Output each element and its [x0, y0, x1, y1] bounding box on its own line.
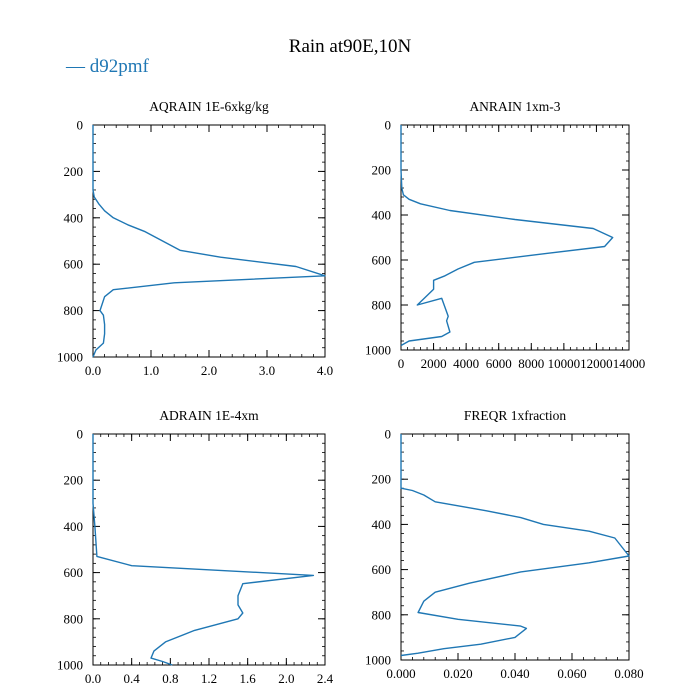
x-tick-label: 1.2: [201, 671, 217, 686]
plot-frame: [400, 124, 630, 351]
series-line: [400, 434, 630, 657]
x-tick-label: 1.6: [240, 671, 257, 686]
x-tick-label: 8000: [518, 356, 544, 371]
panel-title: ANRAIN 1xm-3: [469, 99, 560, 114]
x-tick-label: 1.0: [143, 363, 159, 378]
x-tick-label: 10000: [548, 356, 581, 371]
x-tick-label: 0.0: [85, 363, 101, 378]
legend-label: d92pmf: [89, 56, 149, 77]
y-tick-label: 400: [372, 208, 392, 223]
y-tick-label: 0: [77, 427, 84, 442]
x-tick-label: 0: [398, 356, 405, 371]
x-tick-label: 4000: [453, 356, 479, 371]
x-tick-label: 0.4: [124, 671, 141, 686]
figure-title: Rain at90E,10N: [288, 36, 412, 57]
y-tick-label: 800: [372, 298, 392, 313]
plot-frame: [92, 124, 326, 358]
y-tick-label: 400: [372, 517, 392, 532]
x-tick-label: 0.8: [162, 671, 178, 686]
legend: — d92pmf: [66, 56, 149, 78]
y-tick-label: 200: [372, 472, 392, 487]
panel-title: AQRAIN 1E-6xkg/kg: [149, 99, 269, 114]
x-tick-label: 12000: [580, 356, 613, 371]
y-tick-label: 1000: [57, 658, 83, 673]
y-tick-label: 600: [64, 565, 84, 580]
panel-2: 0 2000 4000 6000 8000 10000 12000 14000 0 200 400 6…: [365, 99, 645, 371]
y-tick-label: 200: [372, 163, 392, 178]
panel-3: 0.0 0.4 0.8 1.2 1.6 2.0 2.4 0 200 400 600 800 1000 AD…: [57, 408, 334, 686]
plot-frame: [92, 433, 326, 666]
y-tick-label: 800: [64, 611, 84, 626]
x-tick-label: 2.4: [317, 671, 334, 686]
x-tick-label: 0.000: [386, 666, 415, 681]
panel-title: ADRAIN 1E-4xm: [159, 408, 259, 423]
panel-4: 0.000 0.020 0.040 0.060 0.080 0 200 400 600 800 10…: [365, 408, 644, 681]
y-tick-label: 1000: [57, 350, 83, 365]
y-tick-label: 600: [64, 257, 84, 272]
y-tick-label: 600: [372, 253, 392, 268]
x-tick-label: 6000: [486, 356, 512, 371]
panel-title: FREQR 1xfraction: [464, 408, 567, 423]
y-tick-label: 1000: [365, 653, 391, 668]
x-tick-label: 2000: [421, 356, 447, 371]
x-tick-label: 0.040: [500, 666, 529, 681]
y-tick-label: 800: [372, 607, 392, 622]
x-tick-label: 14000: [613, 356, 646, 371]
y-tick-label: 0: [77, 118, 84, 133]
y-tick-label: 0: [385, 427, 392, 442]
series-line: [92, 125, 326, 358]
series-line: [400, 125, 614, 347]
series-line: [92, 434, 315, 666]
panel-1: 0.0 1.0 2.0 3.0 4.0 0 200 400 600 800 1000 AQRAIN 1…: [57, 99, 333, 378]
legend-line-icon: —: [66, 56, 90, 77]
x-tick-label: 4.0: [317, 363, 333, 378]
x-tick-label: 3.0: [259, 363, 275, 378]
x-tick-label: 0.0: [85, 671, 101, 686]
y-tick-label: 200: [64, 164, 84, 179]
y-tick-label: 600: [372, 562, 392, 577]
y-tick-label: 1000: [365, 343, 391, 358]
x-tick-label: 0.080: [614, 666, 643, 681]
y-tick-label: 400: [64, 519, 84, 534]
y-tick-label: 0: [385, 118, 392, 133]
x-tick-label: 2.0: [278, 671, 294, 686]
x-tick-label: 0.060: [557, 666, 586, 681]
y-tick-label: 800: [64, 303, 84, 318]
x-tick-label: 0.020: [443, 666, 472, 681]
y-tick-label: 200: [64, 473, 84, 488]
y-tick-label: 400: [64, 210, 84, 225]
x-tick-label: 2.0: [201, 363, 217, 378]
